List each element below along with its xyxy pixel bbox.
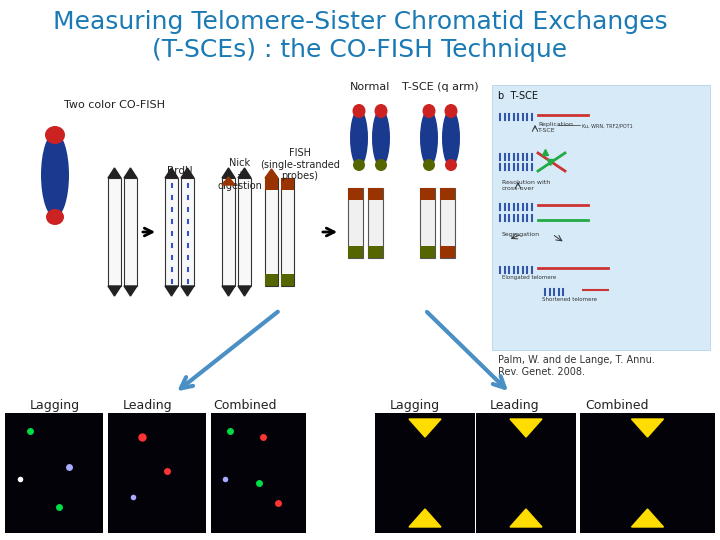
Polygon shape <box>124 168 137 178</box>
Ellipse shape <box>350 109 368 167</box>
Text: Palm, W. and de Lange, T. Annu.
Rev. Genet. 2008.: Palm, W. and de Lange, T. Annu. Rev. Gen… <box>498 355 655 376</box>
Ellipse shape <box>353 104 366 118</box>
Polygon shape <box>631 419 664 437</box>
Text: b  T-SCE: b T-SCE <box>498 91 538 101</box>
Polygon shape <box>181 168 194 178</box>
Text: Lagging: Lagging <box>390 399 440 412</box>
Polygon shape <box>222 177 235 185</box>
Bar <box>440 188 455 258</box>
Polygon shape <box>222 286 235 296</box>
Text: Elongated telomere: Elongated telomere <box>502 275 557 280</box>
Bar <box>281 274 294 286</box>
Bar <box>108 178 121 286</box>
Bar <box>420 246 435 258</box>
Ellipse shape <box>375 159 387 171</box>
Bar <box>375 413 475 533</box>
Text: Segregation: Segregation <box>502 232 540 237</box>
Polygon shape <box>409 419 441 437</box>
Polygon shape <box>222 168 235 178</box>
Bar <box>222 178 235 286</box>
Polygon shape <box>108 286 121 296</box>
Bar <box>348 246 363 258</box>
Text: Lagging: Lagging <box>30 399 80 412</box>
Text: Nick
+
digestion: Nick + digestion <box>217 158 262 191</box>
Polygon shape <box>108 168 121 178</box>
Polygon shape <box>165 168 178 178</box>
Text: (T-SCEs) : the CO-FISH Technique: (T-SCEs) : the CO-FISH Technique <box>153 38 567 62</box>
Ellipse shape <box>420 109 438 167</box>
Ellipse shape <box>442 109 460 167</box>
Text: Combined: Combined <box>213 399 276 412</box>
Bar <box>440 188 455 200</box>
Ellipse shape <box>374 104 387 118</box>
Polygon shape <box>238 286 251 296</box>
Bar <box>420 188 435 258</box>
Polygon shape <box>631 509 664 527</box>
Bar <box>265 178 278 286</box>
Bar <box>265 274 278 286</box>
Ellipse shape <box>423 159 435 171</box>
Ellipse shape <box>46 209 64 225</box>
Ellipse shape <box>445 159 457 171</box>
Text: T-SCE (q arm): T-SCE (q arm) <box>402 82 478 92</box>
Bar <box>181 178 194 286</box>
Polygon shape <box>165 286 178 296</box>
Polygon shape <box>124 286 137 296</box>
Bar <box>420 188 435 200</box>
Bar <box>281 178 294 190</box>
Bar <box>580 413 715 533</box>
Text: FISH
(single-stranded
probes): FISH (single-stranded probes) <box>260 148 340 181</box>
Bar <box>108 413 206 533</box>
Polygon shape <box>510 419 542 437</box>
Bar <box>440 246 455 258</box>
Ellipse shape <box>372 109 390 167</box>
Bar <box>238 178 251 286</box>
Bar <box>368 188 383 258</box>
Bar <box>265 178 278 190</box>
Text: Leading: Leading <box>123 399 173 412</box>
Ellipse shape <box>41 132 69 218</box>
Bar <box>368 188 383 200</box>
Text: Replication
T-SCE: Replication T-SCE <box>538 122 573 133</box>
Text: Leading: Leading <box>490 399 540 412</box>
Text: Combined: Combined <box>585 399 649 412</box>
Bar <box>211 413 306 533</box>
Text: BrdU: BrdU <box>167 166 193 176</box>
Text: Two color CO-FISH: Two color CO-FISH <box>65 100 166 110</box>
Bar <box>492 85 710 350</box>
Polygon shape <box>510 509 542 527</box>
Bar <box>5 413 103 533</box>
Text: Measuring Telomere-Sister Chromatid Exchanges: Measuring Telomere-Sister Chromatid Exch… <box>53 10 667 34</box>
Polygon shape <box>238 168 251 178</box>
Bar <box>281 178 294 286</box>
Text: Shortened telomere: Shortened telomere <box>542 297 597 302</box>
Bar <box>348 188 363 258</box>
Bar <box>348 188 363 200</box>
Bar <box>124 178 137 286</box>
Text: Normal: Normal <box>350 82 390 92</box>
Text: Resolution with
cross-over: Resolution with cross-over <box>502 180 550 191</box>
Ellipse shape <box>444 104 457 118</box>
Ellipse shape <box>45 126 65 144</box>
Polygon shape <box>181 286 194 296</box>
Text: Ku, WRN, TRF2/POT1: Ku, WRN, TRF2/POT1 <box>582 123 633 128</box>
Bar <box>165 178 178 286</box>
Ellipse shape <box>423 104 436 118</box>
Polygon shape <box>265 169 278 178</box>
Ellipse shape <box>353 159 365 171</box>
Polygon shape <box>409 509 441 527</box>
Bar <box>476 413 576 533</box>
Bar <box>368 246 383 258</box>
